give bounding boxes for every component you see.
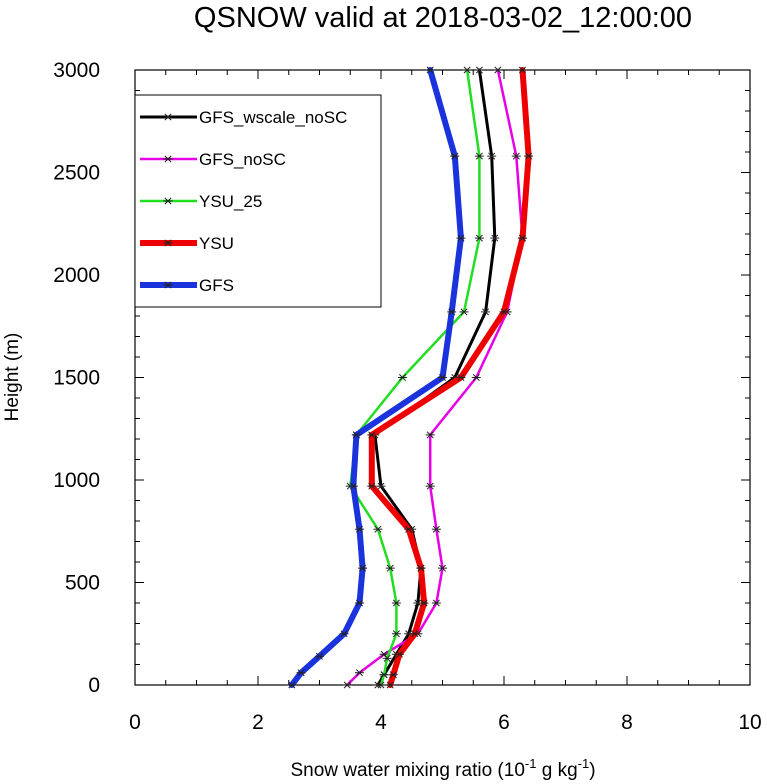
data-point [385,564,395,572]
legend-item-gfs-nosc: GFS_noSC [140,150,286,169]
data-point [487,152,497,160]
y-tick-labels: 0 500 1000 1500 2000 2500 3000 [53,59,100,697]
data-point [354,525,364,533]
y-tick-label: 1000 [53,469,100,492]
data-point [391,599,401,607]
series-gfs [287,66,466,689]
y-tick-label: 3000 [53,59,100,82]
data-point [416,564,426,572]
data-point [456,373,466,382]
data-point [462,66,472,74]
data-point [425,431,435,439]
data-point [367,431,377,439]
legend-item-gfs-wscale-nosc: GFS_wscale_noSC [140,108,347,127]
y-tick-label: 0 [88,674,100,697]
data-point [354,599,364,607]
data-point [287,681,297,689]
x-tick-labels: 0 2 4 6 8 10 [129,711,762,734]
legend-label: GFS_wscale_noSC [199,108,347,127]
legend-item-ysu-25: YSU_25 [140,192,262,211]
data-point [404,525,414,533]
data-point [373,525,383,533]
data-point [511,152,521,160]
data-point [438,564,447,572]
x-tick-label: 6 [498,711,510,734]
legend-marker [163,197,173,205]
series-lines [287,66,534,689]
data-point [398,373,408,382]
y-tick-label: 1500 [53,367,100,390]
series-line-ysu [368,67,532,688]
x-tick-label: 0 [129,711,141,734]
x-axis-label: Snow water mixing ratio (10-1 g kg-1) [290,756,595,781]
data-point [456,234,466,242]
data-point [431,525,441,533]
data-point [354,669,364,677]
x-tick-label: 2 [252,711,264,734]
x-tick-label: 4 [375,711,387,734]
data-point [474,152,484,160]
data-point [391,630,401,638]
axis-ticks [134,69,751,686]
y-tick-label: 2000 [53,264,100,287]
legend-label: YSU [199,234,234,253]
data-point [425,66,435,74]
data-point [481,308,491,316]
data-point [351,431,361,439]
data-point [388,671,398,679]
data-point [348,482,358,490]
data-point [459,308,469,316]
legend-marker [163,281,173,289]
x-tick-label: 8 [621,711,633,734]
data-point [493,66,503,74]
data-point [376,681,386,689]
data-point [296,669,306,677]
legend-label: YSU_25 [199,192,262,211]
y-tick-label: 2500 [53,162,100,185]
data-point [447,308,457,316]
data-point [379,671,389,679]
data-point [379,650,389,658]
legend-item-gfs: GFS [140,276,234,295]
data-point [339,630,349,638]
data-point [376,482,386,490]
data-point [425,482,435,490]
data-point [499,308,509,316]
chart-title: QSNOW valid at 2018-03-02_12:00:00 [194,2,692,34]
data-point [382,654,392,662]
data-point [490,234,500,242]
data-point [385,681,395,689]
data-point [438,373,447,382]
data-point [431,599,441,607]
data-point [342,681,352,689]
data-point [474,234,484,242]
data-point [410,630,420,638]
x-tick-label: 10 [738,711,761,734]
series-ysu [367,66,534,689]
data-point [367,482,377,490]
data-point [474,66,484,74]
legend: GFS_wscale_noSC GFS_noSC YSU_25 YSU GFS [134,94,382,308]
data-point [471,373,481,382]
legend-marker [163,155,173,163]
data-point [394,650,404,658]
series-line-ysu-25 [349,68,481,687]
data-point [450,152,460,160]
legend-marker [163,239,173,247]
legend-label: GFS_noSC [199,150,286,169]
y-tick-label: 500 [65,572,100,595]
y-axis-label: Height (m) [2,333,23,422]
legend-item-ysu: YSU [140,234,234,253]
data-point [524,152,534,160]
data-point [517,234,527,242]
legend-label: GFS [199,276,234,295]
series-line-gfs [288,67,464,688]
data-point [419,599,429,607]
legend-marker [163,113,173,121]
data-point [517,66,527,74]
data-point [358,564,368,572]
data-point [315,652,324,660]
